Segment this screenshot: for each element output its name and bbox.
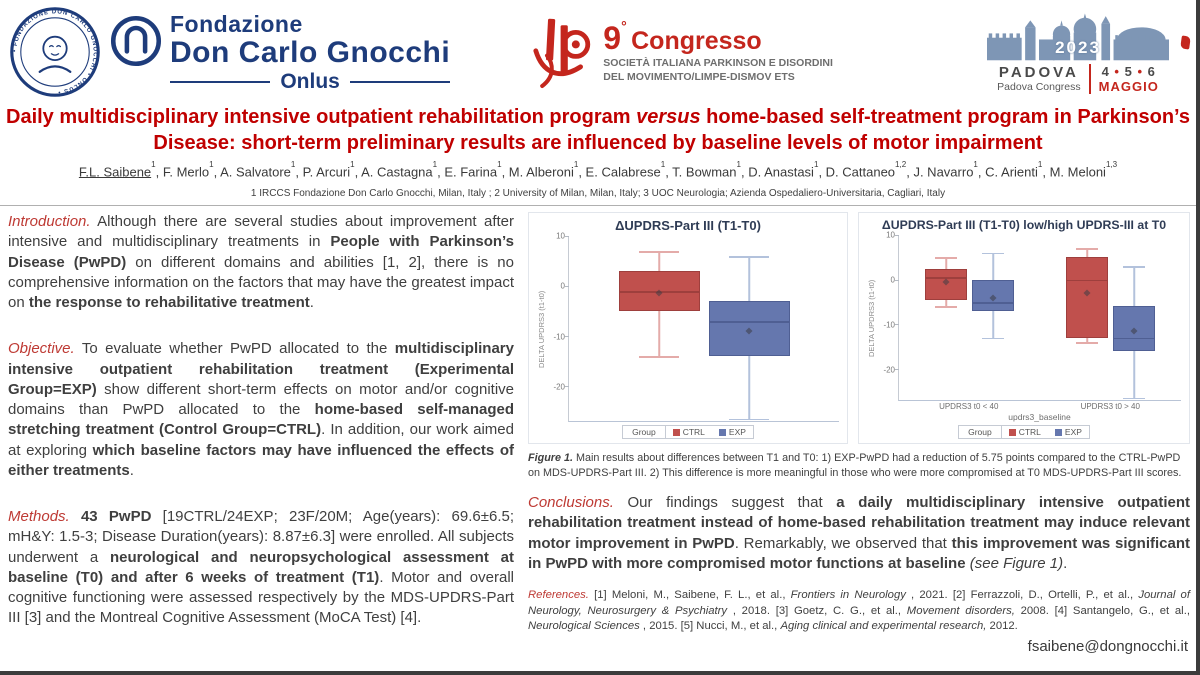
padova-congress-label: Padova Congress [997, 81, 1081, 93]
whisker-cap [982, 337, 1004, 340]
congress-society: SOCIETÀ ITALIANA PARKINSON E DISORDINI D… [603, 57, 833, 84]
chart-plot-area [895, 235, 1181, 402]
padova-divider [1088, 64, 1091, 94]
whisker-cap [1123, 266, 1145, 268]
date-4: 4 [1101, 64, 1110, 79]
introduction-paragraph: Introduction. Although there are several… [8, 213, 514, 312]
legend-item-ctrl: CTRL [1002, 426, 1048, 438]
dash-left [170, 80, 271, 83]
legend-swatch-icon [718, 428, 726, 436]
chart-body: DELTA UPDRS3 (t1-t0) 10 0 -10 -20 [867, 230, 1181, 402]
conclusions-paragraph: Conclusions. Our findings suggest that a… [528, 494, 1191, 572]
chart-y-axis: 10 0 -10 -20 [553, 231, 565, 392]
legend-title: Group [959, 426, 1002, 439]
median-line [924, 277, 968, 279]
foundation-name-line2: Don Carlo Gnocchi [170, 35, 451, 69]
legend-item-ctrl: CTRL [666, 426, 712, 438]
don-gnocchi-seal-icon: • FONDAZIONE DON CARLO GNOCCHI • ONLUS • [10, 7, 100, 97]
whisker-cap [982, 252, 1004, 255]
right-column: ΔUPDRS-Part III (T1-T0) DELTA UPDRS3 (t1… [528, 212, 1190, 655]
main-content: Introduction. Although there are several… [0, 212, 1196, 655]
median-line [971, 302, 1015, 304]
header-separator [0, 205, 1196, 207]
header: • FONDAZIONE DON CARLO GNOCCHI • ONLUS •… [0, 0, 1196, 102]
legend-swatch-icon [1008, 428, 1016, 436]
figure-caption: Figure 1. Main results about differences… [528, 452, 1182, 479]
authors-line: F.L. Saibene1, F. Merlo1, A. Salvatore1,… [78, 160, 1118, 180]
congress-society-line2: DEL MOVIMENTO/LIMPE-DISMOV ETS [603, 71, 795, 83]
median-line [1112, 337, 1156, 340]
lp-congress-icon [533, 18, 591, 88]
methods-paragraph: Methods. 43 PwPD [19CTRL/24EXP; 23F/20M;… [8, 508, 514, 627]
median-line [1065, 279, 1109, 282]
onlus-label: Onlus [280, 69, 340, 93]
affiliations-line: 1 IRCCS Fondazione Don Carlo Gnocchi, Mi… [250, 188, 946, 200]
whisker-cap [1076, 342, 1098, 344]
chart-y-axis: 10 0 -10 -20 [883, 230, 895, 375]
limpe-congress-logo: 9° Congresso SOCIETÀ ITALIANA PARKINSON … [531, 14, 833, 90]
foundation-name-line1: Fondazione [170, 10, 303, 37]
whisker-cap [1123, 397, 1145, 400]
boxplot-updrs-overall: ΔUPDRS-Part III (T1-T0) DELTA UPDRS3 (t1… [528, 212, 848, 445]
chart-body: DELTA UPDRS3 (t1-t0) 10 0 -10 -20 [537, 231, 839, 423]
left-column: Introduction. Although there are several… [8, 212, 514, 655]
poster-title: Daily multidisciplinary intensive outpat… [6, 106, 1190, 155]
date-5: 5 [1124, 64, 1133, 79]
whisker-cap [638, 356, 680, 358]
congress-title: 9° Congresso [603, 19, 833, 54]
legend-item-exp: EXP [712, 426, 753, 438]
boxplot-updrs-by-baseline: ΔUPDRS-Part III (T1-T0) low/high UPDRS-I… [858, 212, 1190, 445]
chart-y-axis-label: DELTA UPDRS3 (t1-t0) [537, 290, 546, 368]
padova-dates-block: PADOVA Padova Congress 4 • 5 • 6 MAGGIO [974, 64, 1182, 94]
padova-skyline-icon [987, 13, 1169, 61]
dcg-monogram-icon [110, 15, 162, 66]
whisker-cap [935, 257, 957, 259]
date-dot: • [1114, 64, 1120, 79]
objective-paragraph: Objective. To evaluate whether PwPD allo… [8, 340, 515, 479]
references-paragraph: References. [1] Meloni, M., Saibene, F. … [528, 589, 1190, 633]
congress-month: MAGGIO [1098, 79, 1159, 94]
date-dot: • [1137, 64, 1144, 79]
legend-swatch-icon [672, 428, 680, 436]
whisker-cap [728, 256, 770, 258]
box-ctrl [1065, 257, 1109, 338]
whisker-cap [1076, 248, 1098, 250]
don-gnocchi-wordmark: Fondazione Don Carlo Gnocchi Onlus [110, 10, 451, 94]
legend-item-exp: EXP [1048, 426, 1089, 438]
chart-legend: Group CTRL EXP [622, 425, 754, 440]
chart-legend: Group CTRL EXP [958, 425, 1090, 440]
legend-title: Group [623, 426, 666, 439]
padova-congress-logo: 2023 PADOVA Padova Congress 4 • 5 • 6 [974, 10, 1182, 94]
don-gnocchi-logo: • FONDAZIONE DON CARLO GNOCCHI • ONLUS •… [10, 7, 451, 97]
congress-word: Congresso [631, 27, 762, 56]
padova-skyline: 2023 [974, 10, 1182, 62]
congress-number: 9 [603, 20, 622, 57]
legend-swatch-icon [1054, 428, 1062, 436]
congress-year: 2023 [1055, 38, 1101, 57]
chart-x-axis-label: updrs3_baseline [1008, 412, 1071, 423]
box-exp [971, 279, 1015, 311]
chart-plot-area [565, 236, 839, 423]
whisker-cap [935, 306, 957, 308]
foundation-name-line3: Onlus [170, 69, 451, 94]
whisker-cap [638, 251, 680, 253]
figure-1: ΔUPDRS-Part III (T1-T0) DELTA UPDRS3 (t1… [528, 212, 1190, 445]
x-category-label: UPDRS3 t0 < 40 [939, 402, 999, 412]
contact-email: fsaibene@dongnocchi.it [1027, 637, 1188, 655]
chart-y-axis-label: DELTA UPDRS3 (t1-t0) [867, 279, 876, 357]
edge-red-mark-icon [1180, 35, 1191, 50]
x-category-label: UPDRS3 t0 > 40 [1080, 402, 1140, 412]
median-line [708, 321, 790, 323]
padova-city-label: PADOVA [998, 64, 1079, 81]
whisker-cap [728, 418, 770, 421]
congress-dates: 4 • 5 • 6 [1099, 64, 1159, 79]
dash-right [349, 80, 451, 83]
chart-title: ΔUPDRS-Part III (T1-T0) [615, 218, 761, 234]
congress-degree: ° [621, 18, 627, 35]
chart-x-category-labels: UPDRS3 t0 < 40 UPDRS3 t0 > 40 [898, 401, 1181, 412]
chart-title: ΔUPDRS-Part III (T1-T0) low/high UPDRS-I… [881, 218, 1167, 233]
date-6: 6 [1147, 64, 1156, 79]
congress-society-line1: SOCIETÀ ITALIANA PARKINSON E DISORDINI [603, 57, 833, 70]
